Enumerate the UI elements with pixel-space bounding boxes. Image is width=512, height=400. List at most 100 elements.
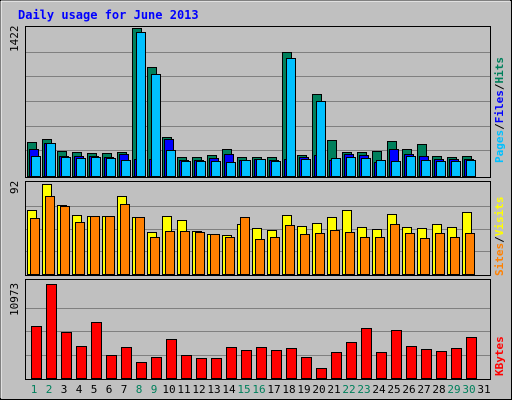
bar-kbytes-day-29	[451, 348, 462, 379]
kbytes-max-label: 10973	[8, 283, 21, 316]
bar-sites-day-25	[390, 224, 400, 275]
bar-kbytes-day-30	[466, 337, 477, 379]
bar-pages-day-8	[136, 32, 146, 177]
bar-sites-day-11	[180, 231, 190, 275]
bar-pages-day-4	[76, 158, 86, 177]
x-tick-label-17: 17	[267, 383, 280, 396]
bar-sites-day-6	[105, 216, 115, 275]
x-tick-label-25: 25	[387, 383, 400, 396]
bar-sites-day-30	[465, 233, 475, 275]
bar-pages-day-14	[226, 162, 236, 177]
x-tick-label-18: 18	[282, 383, 295, 396]
legend-visits: Visits	[493, 197, 506, 237]
hits-max-label: 1422	[8, 26, 21, 53]
bar-sites-day-14	[225, 237, 235, 275]
bar-kbytes-day-26	[406, 346, 417, 379]
hits-legend: Pages/Files/Hits	[493, 57, 506, 163]
bar-kbytes-day-2	[46, 284, 57, 379]
bar-pages-day-19	[301, 159, 311, 177]
legend-sites: Sites	[493, 243, 506, 276]
x-tick-label-1: 1	[31, 383, 38, 396]
bar-pages-day-20	[316, 101, 326, 177]
bar-kbytes-day-20	[316, 368, 327, 379]
bar-kbytes-day-1	[31, 326, 42, 379]
bar-sites-day-7	[120, 204, 130, 275]
bar-kbytes-day-15	[241, 350, 252, 379]
x-tick-label-2: 2	[46, 383, 53, 396]
bar-pages-day-9	[151, 74, 161, 177]
kbytes-legend: KBytes	[493, 336, 506, 376]
x-tick-label-14: 14	[222, 383, 236, 396]
bar-kbytes-day-8	[136, 362, 147, 379]
bar-kbytes-day-9	[151, 357, 162, 379]
legend-pages: Pages	[493, 130, 506, 163]
bar-kbytes-day-24	[376, 352, 387, 379]
bar-pages-day-13	[211, 161, 221, 177]
bar-sites-day-29	[450, 237, 460, 275]
bar-kbytes-day-16	[256, 347, 267, 379]
x-tick-label-26: 26	[402, 383, 415, 396]
bar-sites-day-20	[315, 233, 325, 275]
x-tick-label-29: 29	[447, 383, 460, 396]
bar-pages-day-10	[166, 150, 176, 177]
bar-sites-day-8	[135, 217, 145, 275]
bar-sites-day-1	[30, 218, 40, 275]
bar-kbytes-day-6	[106, 355, 117, 379]
bar-kbytes-day-10	[166, 339, 177, 379]
bar-kbytes-day-11	[181, 355, 192, 379]
bar-sites-day-23	[360, 237, 370, 275]
bar-kbytes-day-17	[271, 350, 282, 379]
bar-sites-day-24	[375, 237, 385, 275]
x-tick-label-7: 7	[121, 383, 128, 396]
bar-sites-day-17	[270, 237, 280, 275]
bar-pages-day-27	[421, 160, 431, 177]
x-tick-label-10: 10	[162, 383, 175, 396]
bar-sites-day-26	[405, 233, 415, 275]
bar-kbytes-day-22	[346, 342, 357, 379]
bar-pages-day-3	[61, 157, 71, 177]
bar-sites-day-10	[165, 231, 175, 275]
x-tick-label-5: 5	[91, 383, 98, 396]
visits-legend: Sites/Visits	[493, 197, 506, 277]
x-tick-label-22: 22	[342, 383, 355, 396]
legend-separator: /	[493, 236, 506, 243]
bar-pages-day-24	[376, 160, 386, 177]
x-tick-label-23: 23	[357, 383, 370, 396]
legend-hits: Hits	[493, 57, 506, 84]
x-tick-label-19: 19	[297, 383, 310, 396]
bar-sites-day-19	[300, 234, 310, 275]
x-tick-label-31: 31	[477, 383, 490, 396]
bar-marks	[27, 28, 477, 379]
bar-pages-day-15	[241, 160, 251, 177]
bar-kbytes-day-7	[121, 347, 132, 379]
x-tick-label-3: 3	[61, 383, 68, 396]
bar-sites-day-13	[210, 234, 220, 275]
bar-kbytes-day-4	[76, 346, 87, 379]
x-tick-label-28: 28	[432, 383, 445, 396]
x-tick-label-6: 6	[106, 383, 113, 396]
bar-sites-day-18	[285, 225, 295, 275]
bar-sites-day-4	[75, 222, 85, 275]
bar-sites-day-5	[90, 216, 100, 275]
bar-sites-day-28	[435, 233, 445, 275]
bar-pages-day-30	[466, 160, 476, 177]
x-tick-label-8: 8	[136, 383, 143, 396]
bar-pages-day-25	[391, 161, 401, 177]
x-tick-label-12: 12	[192, 383, 205, 396]
bar-kbytes-day-5	[91, 322, 102, 379]
bar-kbytes-day-23	[361, 328, 372, 379]
bar-sites-day-16	[255, 239, 265, 275]
x-tick-label-30: 30	[462, 383, 475, 396]
bar-sites-day-2	[45, 196, 55, 275]
bar-pages-day-17	[271, 161, 281, 177]
bar-sites-day-22	[345, 232, 355, 275]
x-tick-label-9: 9	[151, 383, 158, 396]
bar-kbytes-day-18	[286, 348, 297, 379]
x-tick-label-27: 27	[417, 383, 430, 396]
x-tick-label-20: 20	[312, 383, 325, 396]
bar-pages-day-26	[406, 156, 416, 177]
x-axis-labels: 1 2 3 4 5 6 7 8 9 10 11 12 13 14 15 16 17 18 19 20 21 22 23 24 2…	[31, 383, 491, 396]
bar-pages-day-12	[196, 161, 206, 177]
bar-kbytes-day-13	[211, 358, 222, 379]
